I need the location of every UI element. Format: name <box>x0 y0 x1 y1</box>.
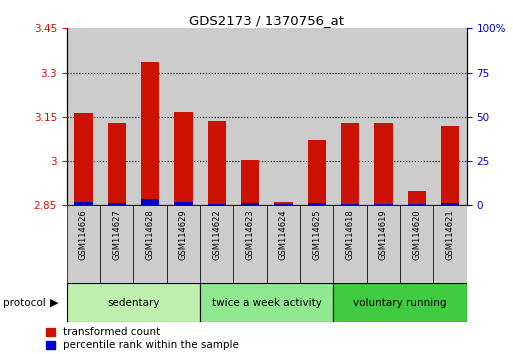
Bar <box>374 204 392 205</box>
Bar <box>100 28 133 205</box>
Title: GDS2173 / 1370756_at: GDS2173 / 1370756_at <box>189 14 344 27</box>
Bar <box>267 28 300 205</box>
Bar <box>441 126 459 205</box>
Bar <box>300 205 333 283</box>
Text: GSM114625: GSM114625 <box>312 209 321 260</box>
Text: GSM114628: GSM114628 <box>146 209 154 260</box>
Bar <box>208 121 226 205</box>
Bar <box>333 28 367 205</box>
Bar <box>400 28 433 205</box>
Bar <box>274 202 292 205</box>
Bar <box>367 28 400 205</box>
Text: voluntary running: voluntary running <box>353 298 447 308</box>
Bar <box>200 283 333 322</box>
Text: GSM114623: GSM114623 <box>246 209 254 260</box>
Bar <box>108 123 126 205</box>
Bar <box>67 205 100 283</box>
Bar <box>400 205 433 283</box>
Bar <box>141 62 159 205</box>
Bar <box>233 28 267 205</box>
Bar <box>208 204 226 205</box>
Bar <box>333 205 367 283</box>
Bar <box>433 205 467 283</box>
Bar <box>300 28 333 205</box>
Bar <box>433 28 467 205</box>
Bar <box>241 203 259 205</box>
Bar <box>74 113 92 205</box>
Bar <box>167 205 200 283</box>
Bar <box>241 160 259 205</box>
Bar <box>167 28 200 205</box>
Legend: transformed count, percentile rank within the sample: transformed count, percentile rank withi… <box>46 327 239 350</box>
Text: ▶: ▶ <box>50 298 59 308</box>
Text: sedentary: sedentary <box>107 298 160 308</box>
Text: twice a week activity: twice a week activity <box>212 298 322 308</box>
Bar <box>133 205 167 283</box>
Bar <box>200 28 233 205</box>
Bar <box>308 141 326 205</box>
Bar <box>67 283 200 322</box>
Text: GSM114618: GSM114618 <box>346 209 354 260</box>
Bar <box>200 205 233 283</box>
Text: GSM114626: GSM114626 <box>79 209 88 260</box>
Text: protocol: protocol <box>3 298 45 308</box>
Bar <box>174 113 192 205</box>
Bar <box>441 203 459 205</box>
Bar <box>233 205 267 283</box>
Bar <box>74 202 92 205</box>
Bar <box>341 123 359 205</box>
Text: GSM114629: GSM114629 <box>179 209 188 260</box>
Bar <box>333 283 467 322</box>
Bar <box>374 123 392 205</box>
Text: GSM114621: GSM114621 <box>446 209 455 260</box>
Bar <box>67 28 100 205</box>
Bar <box>367 205 400 283</box>
Bar <box>174 202 192 205</box>
Text: GSM114624: GSM114624 <box>279 209 288 260</box>
Text: GSM114620: GSM114620 <box>412 209 421 260</box>
Bar <box>141 199 159 205</box>
Bar <box>133 28 167 205</box>
Bar <box>408 190 426 205</box>
Text: GSM114622: GSM114622 <box>212 209 221 260</box>
Bar <box>100 205 133 283</box>
Bar <box>308 203 326 205</box>
Bar <box>108 203 126 205</box>
Text: GSM114627: GSM114627 <box>112 209 121 260</box>
Bar <box>267 205 300 283</box>
Bar <box>341 204 359 205</box>
Text: GSM114619: GSM114619 <box>379 209 388 260</box>
